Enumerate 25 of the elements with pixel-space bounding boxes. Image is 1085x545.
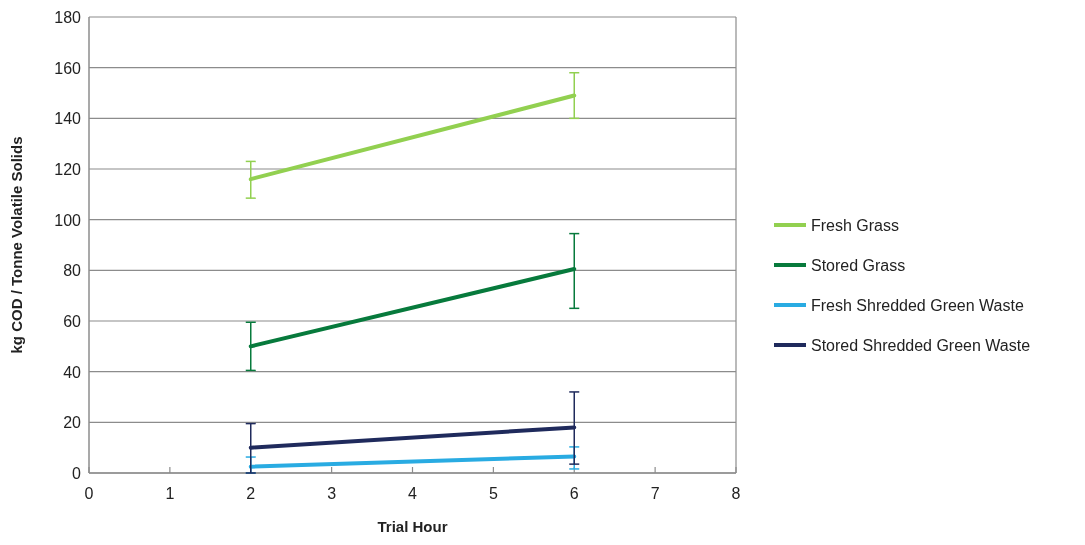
y-tick-label: 160 [54, 59, 82, 77]
y-tick-label: 40 [63, 363, 82, 381]
x-tick-label: 6 [569, 485, 579, 502]
x-axis-title: Trial Hour [377, 518, 448, 535]
x-tick-label: 7 [650, 485, 660, 502]
x-tick-label: 8 [731, 485, 741, 502]
x-tick-label: 5 [488, 485, 498, 502]
legend-label: Stored Grass [811, 257, 906, 274]
y-tick-label: 80 [63, 262, 82, 280]
legend-label: Fresh Shredded Green Waste [811, 297, 1024, 314]
x-tick-label: 1 [165, 485, 175, 502]
y-tick-label: 20 [63, 414, 82, 432]
y-tick-label: 100 [54, 211, 82, 229]
y-tick-label: 0 [72, 465, 82, 482]
x-tick-label: 2 [246, 485, 256, 502]
y-tick-label: 140 [54, 110, 82, 128]
y-tick-label: 120 [54, 161, 82, 178]
x-tick-label: 3 [327, 485, 337, 502]
y-axis-title: kg COD / Tonne Volatile Solids [8, 136, 25, 354]
y-tick-label: 180 [54, 9, 82, 26]
y-tick-label: 60 [63, 313, 82, 330]
x-tick-label: 4 [408, 485, 418, 502]
legend-label: Stored Shredded Green Waste [811, 337, 1031, 354]
legend-label: Fresh Grass [811, 217, 900, 234]
x-tick-label: 0 [84, 485, 94, 502]
